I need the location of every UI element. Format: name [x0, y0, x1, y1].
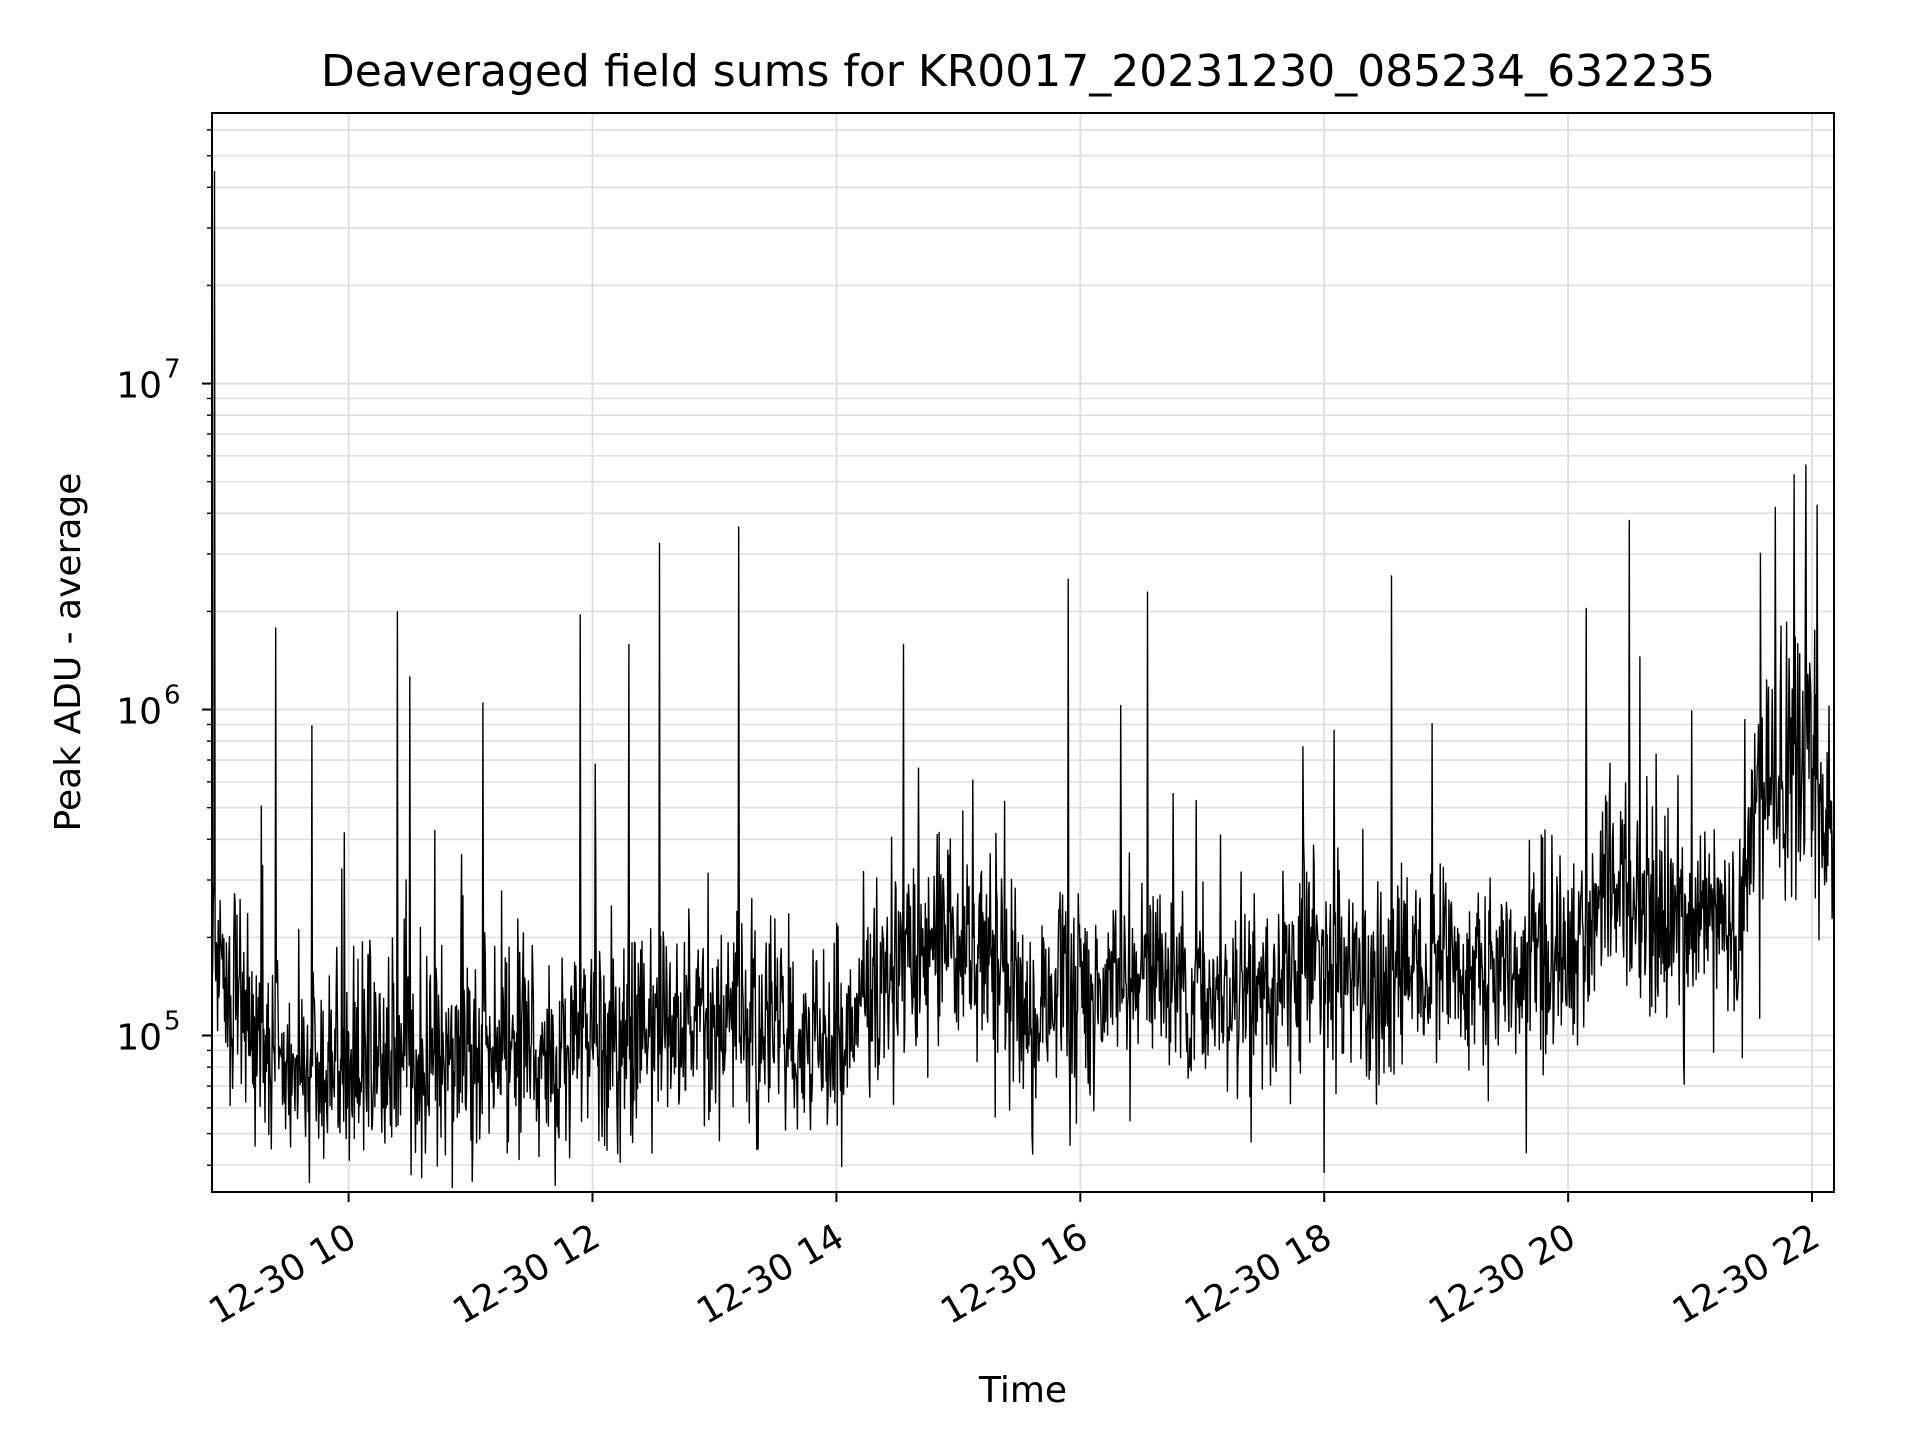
y-tick-label-exponent: 5	[164, 1007, 181, 1037]
y-tick-label-exponent: 7	[164, 355, 181, 385]
grid-major-x	[347, 113, 1814, 1192]
series-line	[212, 171, 1834, 1189]
axes-frame	[211, 112, 1835, 1193]
y-tick-label-base: 10	[116, 1018, 162, 1059]
y-tick-label-exponent: 6	[164, 681, 181, 711]
x-axis-label: Time	[978, 1370, 1067, 1411]
chart-title: Deaveraged field sums for KR0017_2023123…	[321, 46, 1715, 97]
y-minor-ticks	[207, 129, 212, 1166]
y-tick-label-base: 10	[116, 692, 162, 733]
y-axis-label: Peak ADU - average	[48, 473, 89, 832]
y-tick-label-base: 10	[116, 366, 162, 407]
